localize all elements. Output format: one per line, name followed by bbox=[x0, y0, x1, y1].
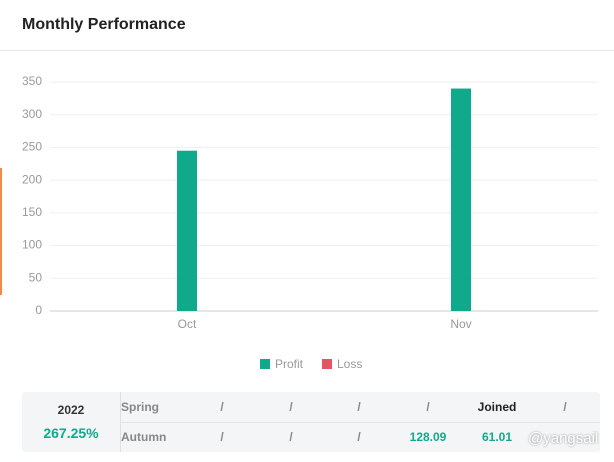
table-cell: / bbox=[289, 430, 293, 444]
card-title: Monthly Performance bbox=[22, 16, 186, 33]
y-tick-label: 200 bbox=[22, 172, 42, 186]
side-accent bbox=[0, 168, 2, 295]
table-cell: / bbox=[357, 400, 361, 414]
y-tick-label: 150 bbox=[22, 205, 42, 219]
table-cell: / bbox=[220, 430, 224, 444]
table-cell: Joined bbox=[477, 400, 517, 414]
season-table: 2022 267.25% Spring / / / / Joined / Autumn / / / 1… bbox=[22, 392, 600, 452]
legend-label: Profit bbox=[275, 357, 304, 371]
legend-swatch bbox=[260, 359, 270, 369]
bar bbox=[451, 88, 471, 312]
table-cell: / bbox=[357, 430, 361, 444]
row-label: Autumn bbox=[121, 430, 167, 444]
y-tick-label: 0 bbox=[35, 303, 42, 317]
bar bbox=[177, 150, 197, 311]
total: 267.25% bbox=[43, 425, 99, 441]
y-tick-label: 100 bbox=[22, 238, 42, 252]
y-tick-label: 300 bbox=[22, 107, 42, 121]
divider bbox=[0, 50, 614, 51]
x-tick-label: Oct bbox=[178, 317, 197, 331]
legend-swatch bbox=[322, 359, 332, 369]
y-tick-label: 50 bbox=[29, 270, 43, 284]
y-tick-label: 250 bbox=[22, 140, 42, 154]
table-cell: / bbox=[289, 400, 293, 414]
x-tick-label: Nov bbox=[450, 317, 471, 331]
y-tick-label: 350 bbox=[22, 74, 42, 88]
chart: 0 50 100 150 200 250 300 350 Oct Nov Profit Loss bbox=[22, 74, 598, 371]
table-cell: 128.09 bbox=[409, 430, 447, 444]
legend-label: Loss bbox=[337, 357, 362, 371]
table-divider bbox=[120, 422, 600, 423]
table-cell: / bbox=[563, 400, 567, 414]
watermark: @yangsail bbox=[528, 430, 599, 447]
table-cell: 61.01 bbox=[481, 430, 513, 444]
year: 2022 bbox=[57, 403, 85, 417]
table-cell: / bbox=[426, 400, 430, 414]
row-label: Spring bbox=[121, 400, 159, 414]
table-cell: / bbox=[220, 400, 224, 414]
